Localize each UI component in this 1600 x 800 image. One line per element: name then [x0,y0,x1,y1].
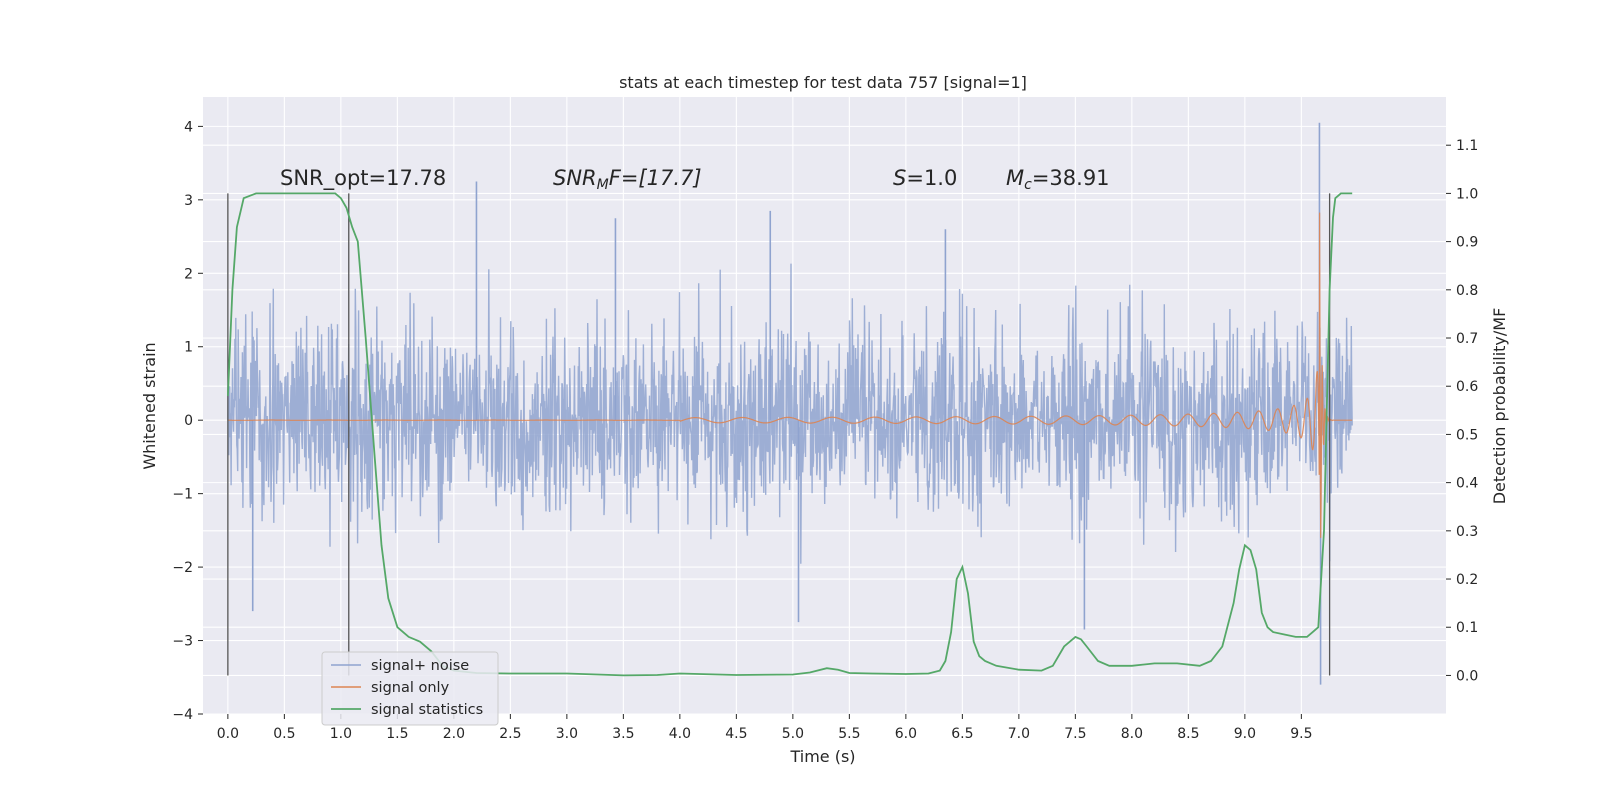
mc-var: M [1006,166,1024,190]
x-tick-label: 8.5 [1177,726,1199,742]
y-tick-label: 2 [184,266,193,282]
y2-tick-label: 0.4 [1456,476,1478,492]
snr-mf-base: SNR [553,166,597,190]
annotation-snr-mf: SNRMF=[17.7] [553,166,702,193]
x-tick-label: 1.0 [330,726,352,742]
y-tick-label: −4 [172,707,193,723]
legend: signal+ noise signal only signal statist… [321,651,499,726]
y2-axis-label: Detection probability/MF [1490,308,1509,505]
y-tick-label: −1 [172,487,193,503]
y2-tick-label: 0.5 [1456,427,1478,443]
s-var: S [893,166,906,190]
noise-series [227,122,1353,685]
y2-tick-label: 0.9 [1456,235,1478,251]
x-axis-ticks: 0.0 0.5 1.0 1.5 2.0 2.5 3.0 3.5 4.0 4.5 5.0 5.5 6.0 6… [217,714,1312,742]
legend-label-noise: signal+ noise [371,658,469,674]
y-tick-label: −2 [172,560,193,576]
x-tick-label: 3.5 [612,726,634,742]
snr-mf-sub: M [597,177,609,193]
annotation-snr-opt: SNR_opt=17.78 [280,166,446,191]
x-tick-label: 6.0 [895,726,917,742]
y2-axis-ticks: 1.1 1.0 0.9 0.8 0.7 0.6 0.5 0.4 0.3 0.2 0.1 0.0 [1446,138,1478,684]
y-axis-label: Whitened strain [140,342,159,469]
signal-trace [227,212,1353,538]
plot-content [227,122,1353,685]
chart-title: stats at each timestep for test data 757… [619,73,1027,92]
x-tick-label: 6.5 [951,726,973,742]
x-tick-label: 2.5 [499,726,521,742]
statistics-trace [227,192,1353,677]
x-tick-label: 9.5 [1290,726,1312,742]
y-tick-label: 0 [184,413,193,429]
y-tick-label: −3 [172,634,193,650]
snr-mf-rest: F=[17.7] [609,166,702,190]
x-tick-label: 5.5 [838,726,860,742]
y-axis-ticks: 4 3 2 1 0 −1 −2 −3 −4 [172,119,203,723]
x-tick-label: 7.5 [1064,726,1086,742]
y2-tick-label: 0.7 [1456,331,1478,347]
x-tick-label: 7.0 [1008,726,1030,742]
legend-label-statistics: signal statistics [371,702,483,718]
x-tick-label: 2.0 [443,726,465,742]
x-tick-label: 8.0 [1121,726,1143,742]
x-axis-label: Time (s) [789,747,855,766]
x-tick-label: 4.0 [669,726,691,742]
y-tick-label: 4 [184,119,193,135]
y2-tick-label: 0.2 [1456,572,1478,588]
y2-tick-label: 0.0 [1456,668,1478,684]
x-tick-label: 4.5 [725,726,747,742]
y-tick-label: 3 [184,193,193,209]
signal-series [227,212,1353,538]
y2-tick-label: 0.1 [1456,620,1478,636]
x-tick-label: 5.0 [782,726,804,742]
y-tick-label: 1 [184,340,193,356]
legend-label-signal: signal only [371,680,450,696]
annotation-s: S=1.0 [893,166,957,190]
x-tick-label: 0.5 [273,726,295,742]
y2-tick-label: 0.8 [1456,283,1478,299]
annotation-mc: Mc=38.91 [1006,166,1110,193]
s-value: =1.0 [906,166,957,190]
y2-tick-label: 1.0 [1456,186,1478,202]
y2-tick-label: 0.6 [1456,379,1478,395]
x-tick-label: 1.5 [386,726,408,742]
legend-box [321,651,499,726]
x-tick-label: 9.0 [1234,726,1256,742]
mc-rest: =38.91 [1032,166,1110,190]
y2-tick-label: 1.1 [1456,138,1478,154]
mc-sub: c [1024,177,1032,193]
noise-trace [227,263,1353,564]
y2-tick-label: 0.3 [1456,524,1478,540]
x-tick-label: 0.0 [217,726,239,742]
statistics-series [227,192,1353,677]
x-tick-label: 3.0 [556,726,578,742]
